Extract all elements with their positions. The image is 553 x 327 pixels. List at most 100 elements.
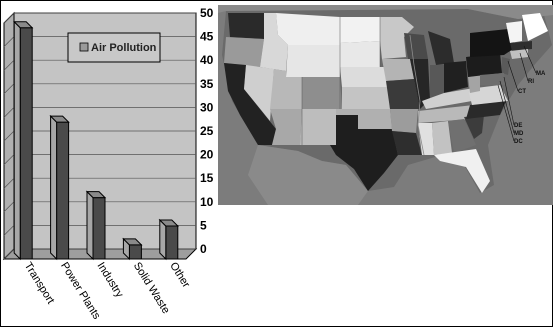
state-connecticut-ri — [510, 49, 528, 59]
y-tick-label: 35 — [200, 77, 214, 91]
map-state-label: CT — [518, 89, 526, 95]
gridline-side — [3, 83, 15, 95]
mexico-region — [248, 145, 368, 205]
state-west-virginia — [468, 75, 480, 93]
x-category-label: Other — [167, 260, 192, 290]
state-louisiana — [392, 131, 422, 155]
state-indiana — [430, 65, 444, 99]
state-arkansas — [390, 109, 418, 133]
state-delaware-maryland — [480, 73, 506, 85]
us-map: MA RI CT DE MD DC — [218, 5, 553, 205]
chart-bars — [12, 20, 180, 261]
state-iowa — [382, 59, 414, 81]
state-alabama — [432, 121, 452, 155]
state-nevada — [244, 65, 274, 121]
bar-top — [122, 238, 143, 246]
y-tick-label: 25 — [200, 124, 214, 138]
state-oklahoma — [336, 109, 392, 129]
map-state-label: DE — [514, 123, 522, 129]
y-tick-label: 10 — [200, 195, 214, 209]
x-category-label: Solid Waste — [131, 260, 172, 316]
canada-region — [218, 5, 553, 19]
bar — [92, 197, 106, 260]
state-wyoming — [286, 45, 340, 77]
state-florida — [434, 149, 490, 193]
bar-side — [86, 190, 94, 261]
state-idaho — [260, 13, 288, 71]
state-borders — [301, 17, 381, 145]
gridline-side — [3, 36, 15, 47]
map-state-label: MD — [514, 131, 524, 137]
x-category-label: Power Plants — [58, 260, 103, 322]
state-ohio — [444, 61, 468, 93]
state-washington — [228, 13, 264, 39]
bar-top — [158, 219, 180, 227]
state-minnesota — [380, 17, 414, 59]
label-leader-lines — [497, 45, 537, 142]
state-north-carolina — [466, 101, 506, 119]
state-tennessee — [418, 105, 474, 123]
state-arizona — [270, 109, 302, 145]
state-new-york — [470, 29, 516, 57]
state-vermont-new-hampshire — [506, 21, 522, 43]
state-texas — [330, 115, 398, 191]
state-utah — [270, 69, 302, 109]
y-tick-label: 45 — [200, 30, 214, 44]
state-massachusetts — [510, 41, 532, 51]
state-california — [224, 63, 276, 145]
state-south-carolina — [464, 115, 484, 139]
x-category-label: Transport — [22, 260, 57, 306]
gridline-side — [3, 225, 15, 236]
gridline-side — [3, 248, 15, 260]
legend-entry-air-pollution: Air Pollution — [91, 42, 157, 54]
chart-legend: Air Pollution — [67, 32, 161, 63]
state-colorado — [302, 77, 342, 109]
gridline-side — [3, 154, 15, 165]
map-state-label: MA — [536, 71, 546, 77]
y-tick-label: 15 — [200, 171, 214, 185]
state-new-mexico — [300, 109, 336, 145]
y-tick-label: 50 — [200, 6, 214, 20]
bar-side — [50, 114, 58, 261]
state-georgia — [448, 119, 476, 153]
state-kansas — [342, 87, 390, 109]
gridline-side — [3, 201, 15, 213]
bar — [56, 121, 70, 260]
state-montana — [276, 13, 340, 45]
bar — [128, 244, 142, 260]
gridline-side — [3, 177, 15, 189]
state-oregon — [224, 37, 264, 67]
bar — [165, 225, 179, 260]
legend-swatch — [79, 42, 89, 52]
state-missouri — [386, 79, 420, 109]
y-tick-label: 5 — [200, 218, 207, 232]
bar-side — [13, 20, 21, 261]
state-south-dakota — [340, 41, 380, 67]
y-axis-tick-labels: 0 5 10 15 20 25 30 35 40 45 50 — [200, 6, 214, 256]
map-state-label: DC — [514, 139, 523, 145]
gridline-side — [3, 130, 15, 142]
bar-top — [85, 191, 107, 199]
y-tick-label: 0 — [200, 242, 207, 256]
state-michigan — [428, 31, 454, 65]
y-tick-label: 20 — [200, 148, 214, 162]
gridline-side — [3, 59, 15, 71]
state-nebraska — [340, 67, 388, 87]
bar-side — [159, 218, 167, 261]
y-tick-label: 40 — [200, 53, 214, 67]
gridline-side — [3, 107, 15, 118]
map-state-label: RI — [528, 79, 534, 85]
mississippi-river — [409, 34, 425, 156]
bar — [19, 27, 33, 260]
gridline-side — [3, 12, 15, 24]
bar-top — [49, 115, 70, 123]
state-maine — [522, 13, 548, 41]
y-tick-label: 30 — [200, 100, 214, 114]
x-category-label: Industry — [94, 260, 125, 300]
state-pennsylvania — [466, 53, 502, 77]
state-kentucky — [422, 89, 472, 109]
